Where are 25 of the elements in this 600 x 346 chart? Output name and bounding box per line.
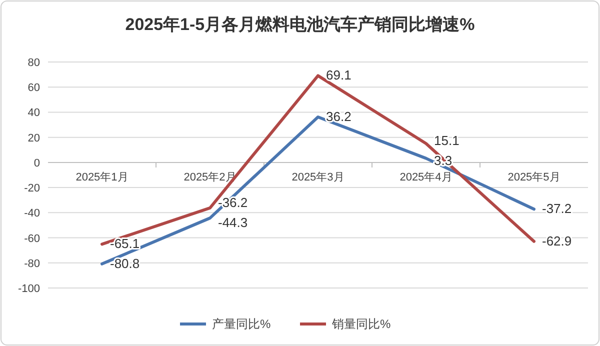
data-label: -37.2 <box>542 201 572 216</box>
data-label: -80.8 <box>110 256 140 271</box>
y-tick-label: -100 <box>18 283 40 295</box>
y-tick-label: 60 <box>28 82 40 94</box>
y-tick-label: 20 <box>28 132 40 144</box>
y-tick-label: 0 <box>34 157 40 170</box>
x-tick-label: 2025年3月 <box>292 171 344 184</box>
y-tick-label: -20 <box>24 182 40 195</box>
y-tick-label: -40 <box>24 208 40 220</box>
legend-label: 产量同比% <box>212 317 271 331</box>
y-tick-label: -60 <box>24 232 40 245</box>
legend-label: 销量同比% <box>331 317 391 331</box>
y-tick-label: -80 <box>24 258 40 270</box>
y-tick-label: 40 <box>28 107 40 120</box>
data-label: -44.3 <box>218 214 248 230</box>
data-label: -65.1 <box>110 236 140 252</box>
chart-title: 2025年1-5月各月燃料电池汽车产销同比增速% <box>125 15 475 34</box>
x-tick-label: 2025年4月 <box>400 171 452 184</box>
x-tick-label: 2025年5月 <box>508 171 560 184</box>
y-tick-label: 80 <box>28 57 40 69</box>
x-tick-label: 2025年1月 <box>76 171 128 184</box>
data-label: 69.1 <box>326 68 352 83</box>
data-label: 36.2 <box>326 108 352 124</box>
data-label: -62.9 <box>542 233 572 248</box>
data-label: 15.1 <box>434 132 460 148</box>
